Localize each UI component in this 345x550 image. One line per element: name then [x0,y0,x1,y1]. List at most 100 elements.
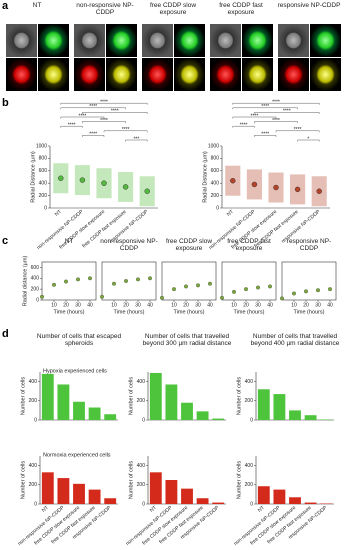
chart-title: NT [64,238,74,245]
x-axis-label: Time (hours) [294,309,325,315]
image-tile [74,24,105,57]
x-tick-label: 10 [231,302,237,308]
y-tick-label: 0 [34,501,37,507]
image-tile [142,24,173,57]
plot-frame [281,261,337,301]
chart-title: Number of cells that escaped spheroids [36,333,122,347]
point [64,279,68,284]
x-tick-label: 10 [51,302,57,308]
significance-bracket [82,112,148,114]
y-tick-label: 400 [29,379,38,385]
point [316,288,320,293]
y-tick-label: 0 [34,417,37,423]
image-tile [278,58,309,91]
plot-frame [41,261,97,301]
row-label: Normoxia experienced cells [43,452,111,458]
x-tick-label: 20 [123,302,129,308]
bar [88,489,101,504]
y-tick-label: 800 [211,156,220,162]
bar [165,480,178,504]
bar [41,472,54,504]
bar [73,483,85,504]
significance-bracket [254,112,320,114]
column-title: NT [32,2,42,9]
significance-bracket [60,116,105,119]
x-tick-label: 20 [243,302,249,308]
x-tick-label: 20 [183,302,189,308]
significance-label: **** [261,104,269,110]
image-tile [310,24,341,57]
bar [73,401,85,420]
bar [41,373,54,420]
point [280,296,284,301]
chart-title: Number of cells that travelled beyond 40… [250,333,340,347]
significance-label: **** [122,127,130,133]
bar [304,502,317,504]
x-tick-label: 40 [327,302,333,308]
point [292,291,296,296]
image-tile [106,58,137,91]
point [256,285,260,290]
bar [181,402,193,420]
panel-label: c [2,235,9,247]
bar [289,497,301,504]
significance-bracket [82,135,105,137]
y-tick-label: 0 [142,417,145,423]
significance-bracket [254,135,277,137]
x-axis-label: Time (hours) [54,309,85,315]
y-tick-label: 400 [137,379,146,385]
x-tick-label: 40 [147,302,153,308]
significance-label: **** [283,109,291,115]
y-tick-label: 0 [250,417,253,423]
bar [304,415,317,420]
y-tick-label: 1000 [36,143,47,149]
y-tick-label: 600 [31,265,40,271]
significance-label: **** [294,127,302,133]
significance-label: **** [111,109,119,115]
y-tick-label: 800 [39,156,48,162]
x-tick-label: 30 [195,302,201,308]
point [232,289,236,294]
point [88,276,92,281]
significance-label: **** [68,123,76,129]
y-tick-label: 400 [29,463,38,469]
y-tick-label: 0 [142,501,145,507]
y-tick-label: 200 [245,482,254,488]
column-title: free CDDP fast exposure [219,2,263,16]
significance-label: **** [272,118,280,124]
bar [104,414,117,420]
significance-label: **** [272,100,280,106]
y-axis-label: Number of cells [20,461,26,499]
column-title: responsive NP-CDDP [277,2,341,9]
column-title: non-responsive NP-CDDP [76,2,134,16]
image-tile [38,24,69,57]
image-tile [278,24,309,57]
y-tick-label: 400 [245,379,254,385]
y-tick-label: 200 [29,398,38,404]
median-dot [251,181,258,188]
image-tile [6,58,37,91]
point [328,287,332,292]
y-axis-label: Number of cells [236,461,242,499]
chart-title: non-responsive NP-CDDP [100,238,158,252]
y-tick-label: 200 [39,193,48,199]
significance-bracket [232,107,298,110]
point [40,294,44,299]
point [208,281,212,286]
plot-frame [221,261,277,301]
y-tick-label: 400 [31,276,40,282]
bar [57,478,70,504]
image-tile [74,58,105,91]
significance-bracket [82,121,126,124]
x-tick-label: NT [54,209,63,218]
y-tick-label: 400 [39,181,48,187]
y-axis-label: Number of cells [20,377,26,415]
median-dot [273,184,279,191]
significance-bracket [103,130,148,133]
image-tile [38,58,69,91]
bar [289,410,301,420]
y-tick-label: 600 [211,168,220,174]
plot-frame [161,261,217,301]
point [196,283,200,288]
